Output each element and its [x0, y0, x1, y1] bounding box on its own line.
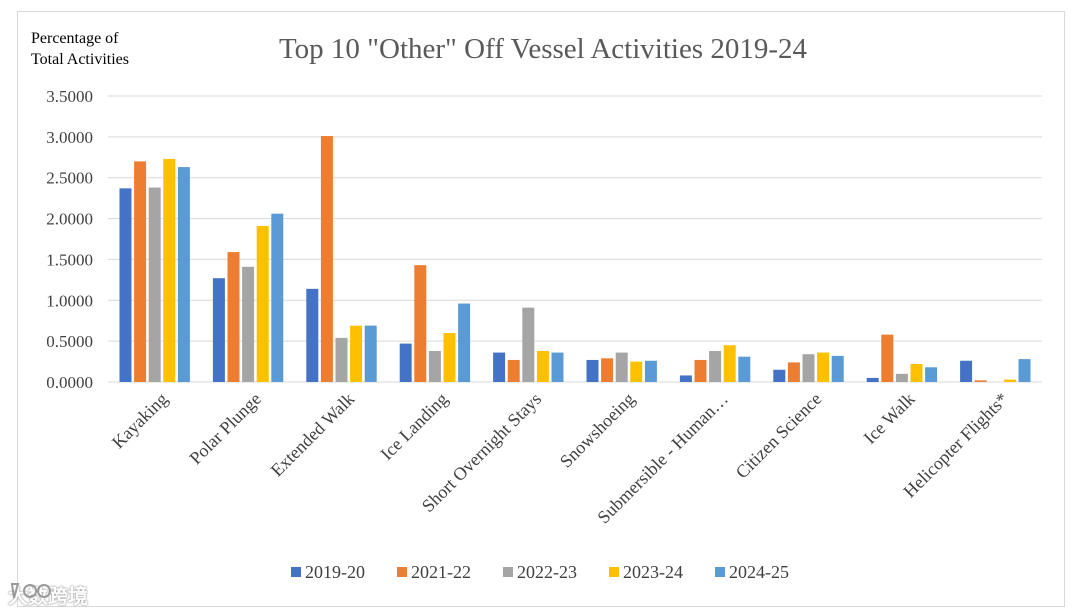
legend-label: 2024-25: [729, 562, 789, 582]
bar-2023-24-4: [536, 350, 549, 382]
bar-2022-23-5: [615, 352, 628, 382]
bar-2023-24-2: [350, 325, 363, 382]
bar-2024-25-9: [1018, 359, 1031, 382]
y-tick-label: 1.0000: [46, 291, 93, 310]
bar-2019-20-9: [960, 360, 973, 382]
y-tick-label: 3.0000: [46, 128, 93, 147]
bar-2024-25-4: [551, 352, 564, 382]
bar-2023-24-1: [256, 225, 269, 382]
watermark-logo-icon: [10, 583, 51, 599]
legend-swatch-2024-25: [715, 567, 725, 577]
bar-2024-25-2: [364, 325, 377, 382]
x-category-label: Polar Plunge: [185, 389, 265, 469]
x-category-label: Citizen Science: [732, 389, 826, 483]
bar-2022-23-2: [335, 337, 348, 382]
bar-2019-20-5: [586, 359, 599, 382]
bar-2019-20-7: [773, 369, 786, 382]
bar-2022-23-6: [709, 350, 722, 382]
x-axis-categories: Kayaking Polar Plunge Extended Walk Ice Lan…: [108, 389, 1012, 528]
bar-2023-24-0: [163, 158, 176, 382]
y-axis-label-line-1: Percentage of: [31, 30, 119, 47]
bar-2022-23-8: [895, 373, 908, 382]
bar-2024-25-1: [271, 213, 284, 382]
x-category-label: Ice Walk: [860, 389, 919, 448]
x-category-label: Snowshoeing: [556, 389, 639, 472]
bar-2021-22-6: [694, 359, 707, 382]
y-axis-label-line-2: Total Activities: [31, 51, 129, 68]
bar-2024-25-8: [925, 367, 938, 382]
legend: 2019-20 2021-22 2022-23 2023-24 2024-25: [291, 562, 789, 582]
chart-title: Top 10 "Other" Off Vessel Activities 201…: [279, 33, 808, 65]
legend-swatch-2021-22: [397, 567, 407, 577]
bar-2023-24-5: [630, 361, 643, 382]
watermark: 大数跨境: [8, 580, 88, 609]
legend-label: 2021-22: [411, 562, 471, 582]
bar-2023-24-3: [443, 332, 456, 382]
x-category-label: Extended Walk: [267, 389, 359, 481]
y-tick-label: 1.5000: [46, 250, 93, 269]
bar-2023-24-9: [1003, 379, 1016, 382]
bar-2022-23-3: [428, 350, 441, 382]
bar-2019-20-3: [399, 343, 412, 382]
bar-2024-25-3: [458, 303, 471, 382]
bar-2019-20-4: [493, 352, 506, 382]
bar-2019-20-1: [212, 278, 225, 382]
bar-2021-22-0: [134, 161, 147, 382]
bar-2019-20-0: [119, 188, 132, 382]
bar-2021-22-8: [881, 334, 894, 382]
bar-2021-22-7: [787, 362, 800, 382]
bar-2021-22-5: [601, 358, 614, 382]
chart-frame: [17, 11, 1065, 607]
bar-2024-25-7: [831, 355, 844, 382]
bar-2021-22-3: [414, 265, 427, 382]
y-tick-label: 0.0000: [46, 373, 93, 392]
y-tick-label: 0.5000: [46, 332, 93, 351]
y-tick-label: 2.0000: [46, 210, 93, 229]
bar-2021-22-4: [507, 359, 520, 382]
bar-2021-22-2: [320, 136, 333, 382]
bars: [119, 136, 1031, 382]
bar-2022-23-4: [522, 307, 535, 382]
bar-2024-25-6: [738, 356, 751, 382]
y-tick-label: 3.5000: [46, 87, 93, 106]
bar-2019-20-6: [679, 375, 692, 382]
bar-2019-20-2: [306, 288, 319, 382]
legend-swatch-2023-24: [609, 567, 619, 577]
legend-label: 2022-23: [517, 562, 577, 582]
bar-2022-23-0: [148, 187, 161, 382]
bar-2023-24-6: [723, 345, 736, 382]
legend-swatch-2022-23: [503, 567, 513, 577]
y-tick-label: 2.5000: [46, 169, 93, 188]
bar-2019-20-8: [866, 377, 879, 382]
bar-2023-24-7: [817, 352, 830, 382]
x-category-label: Ice Landing: [376, 389, 451, 464]
y-axis-ticks: 0.0000 0.5000 1.0000 1.5000 2.0000 2.5000 3.00…: [46, 87, 93, 392]
bar-2023-24-8: [910, 364, 923, 382]
legend-swatch-2019-20: [291, 567, 301, 577]
x-category-label: Helicopter Flights*: [899, 389, 1012, 502]
bar-2021-22-1: [227, 252, 240, 382]
bar-2021-22-9: [974, 380, 987, 382]
bar-2022-23-1: [242, 266, 255, 382]
x-category-label: Kayaking: [108, 389, 172, 453]
bar-2022-23-7: [802, 354, 815, 382]
bar-2024-25-5: [644, 360, 657, 382]
legend-label: 2019-20: [305, 562, 365, 582]
bar-2024-25-0: [177, 167, 190, 382]
legend-label: 2023-24: [623, 562, 683, 582]
